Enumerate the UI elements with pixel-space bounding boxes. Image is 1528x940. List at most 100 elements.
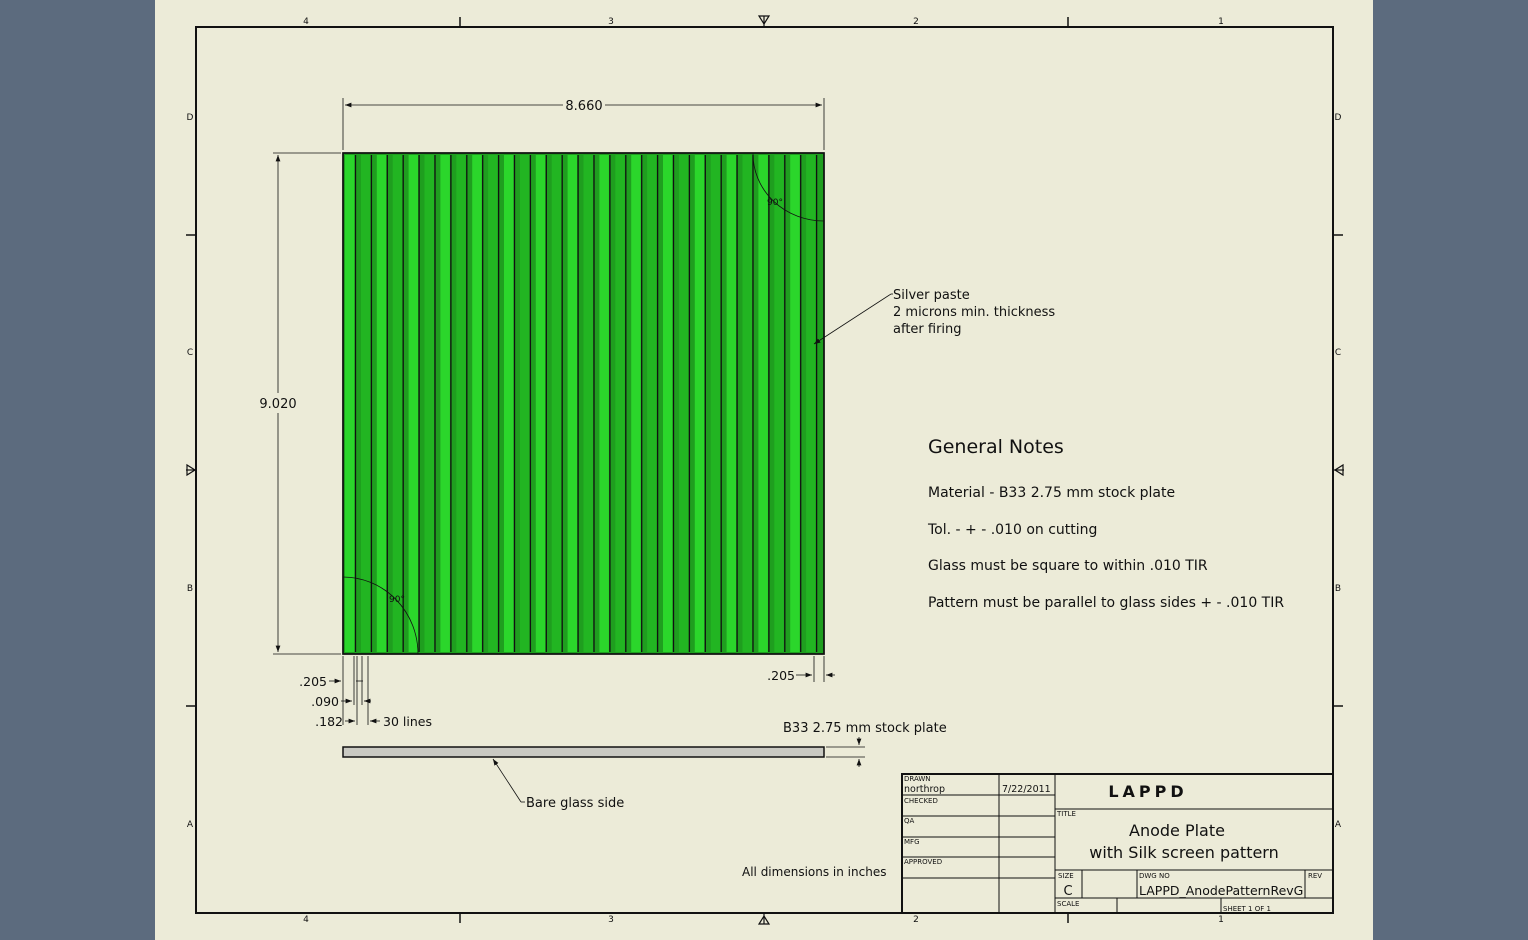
zone-label-right-B: B [1335,584,1341,594]
silk-screen-line [345,155,355,652]
silver-paste-label-3: after firing [893,322,962,337]
zone-label-top-1: 1 [1218,17,1224,27]
zone-label-left-D: D [187,113,194,123]
line-width-label: .090 [311,694,339,709]
silk-screen-line [535,155,546,652]
dwg-no-label: DWG NO [1139,872,1170,880]
silk-screen-line [472,155,482,652]
silk-screen-line [583,155,593,652]
silk-screen-line [663,155,673,652]
company-name: LAPPD [1108,782,1187,801]
drawing-title-line1: Anode Plate [1129,821,1225,840]
zone-label-left-B: B [187,584,193,594]
silk-screen-line [456,155,466,652]
silk-screen-line [647,155,657,652]
sheet-number: SHEET 1 OF 1 [1223,905,1271,913]
zone-label-right-D: D [1335,113,1342,123]
note-item-material: Material - B33 2.75 mm stock plate [928,485,1175,501]
silk-screen-line [758,155,768,652]
scale-label: SCALE [1057,900,1079,908]
stripe-pattern [345,155,818,652]
bare-glass-label: Bare glass side [526,796,624,811]
silk-screen-line [694,155,705,652]
silk-screen-line [440,155,450,652]
right-margin-label: .205 [767,668,795,683]
silk-screen-line [392,155,403,652]
silk-screen-line [519,155,530,652]
angle-arc-top [752,152,825,222]
size-value: C [1063,884,1072,899]
note-item-square: Glass must be square to within .010 TIR [928,558,1208,574]
note-item-parallel: Pattern must be parallel to glass sides … [928,595,1284,611]
checked-label: CHECKED [904,797,938,805]
silk-screen-line [806,155,816,652]
note-item-tolerance: Tol. - + - .010 on cutting [927,522,1097,538]
stripe-dimensions [329,656,835,725]
silver-paste-label-1: Silver paste [893,288,970,303]
notes-title: General Notes [928,436,1064,458]
drawn-by: northrop [904,784,945,795]
units-note: All dimensions in inches [742,865,886,879]
drawing-title-line2: with Silk screen pattern [1089,843,1279,862]
drawn-label: DRAWN [904,775,931,783]
zone-label-right-C: C [1335,348,1341,358]
drawn-date: 7/22/2011 [1002,784,1051,795]
approved-label: APPROVED [904,858,942,866]
side-view [342,737,865,803]
silk-screen-line [678,155,689,652]
silk-screen-line [551,155,562,652]
left-margin-label: .205 [299,674,327,689]
silk-screen-line [726,155,737,652]
dwg-no-value: LAPPD_AnodePatternRevG [1139,883,1303,898]
silk-screen-line [742,155,752,652]
angle-label-bottom: 90° [389,595,405,605]
silk-screen-line [360,155,371,652]
silk-screen-line [774,155,784,652]
silk-screen-line [599,155,609,652]
size-label: SIZE [1058,872,1074,880]
zone-label-left-C: C [187,348,193,358]
title-block [901,773,1334,914]
zone-label-left-A: A [187,820,194,830]
silver-paste-label-2: 2 microns min. thickness [893,305,1055,320]
pitch-label: .182 [315,714,343,729]
line-count-label: 30 lines [383,714,432,729]
title-label: TITLE [1056,810,1076,818]
silk-screen-line [376,155,387,652]
silk-screen-line [424,155,434,652]
zone-label-top-3: 3 [608,17,614,27]
stock-plate-side [342,746,825,758]
mfg-label: MFG [904,838,920,846]
zone-ticks [186,17,1343,923]
zone-label-bottom-3: 3 [608,915,614,925]
silk-screen-line [710,155,721,652]
silk-screen-line [488,155,498,652]
silk-screen-line [504,155,514,652]
silver-paste-leader [813,293,892,345]
angle-label-top: 90° [767,198,783,208]
zone-label-right-A: A [1335,820,1342,830]
zone-label-top-2: 2 [913,17,919,27]
zone-label-bottom-2: 2 [913,915,919,925]
drawing-canvas: 4 3 2 1 4 3 2 1 D C B A D C B A 90° 90° … [186,15,1344,925]
stock-plate-label: B33 2.75 mm stock plate [783,721,947,736]
width-dimension-label: 8.660 [565,99,602,114]
angle-arc-bottom [342,576,419,655]
zone-label-bottom-4: 4 [303,915,309,925]
silk-screen-line [790,155,800,652]
zone-label-top-4: 4 [303,17,309,27]
silk-screen-line [567,155,578,652]
qa-label: QA [904,817,915,825]
drawing-sheet: 4 3 2 1 4 3 2 1 D C B A D C B A 90° 90° … [155,0,1373,940]
zone-label-bottom-1: 1 [1218,915,1224,925]
height-dimension-label: 9.020 [259,397,296,412]
height-dimension [273,152,341,655]
silk-screen-line [631,155,641,652]
silk-screen-line [408,155,419,652]
anode-plate: 90° 90° [342,152,825,655]
bare-glass-leader [492,758,522,803]
silk-screen-line [615,155,625,652]
centering-marks [186,15,1344,925]
width-dimension [342,98,825,150]
rev-label: REV [1308,872,1322,880]
